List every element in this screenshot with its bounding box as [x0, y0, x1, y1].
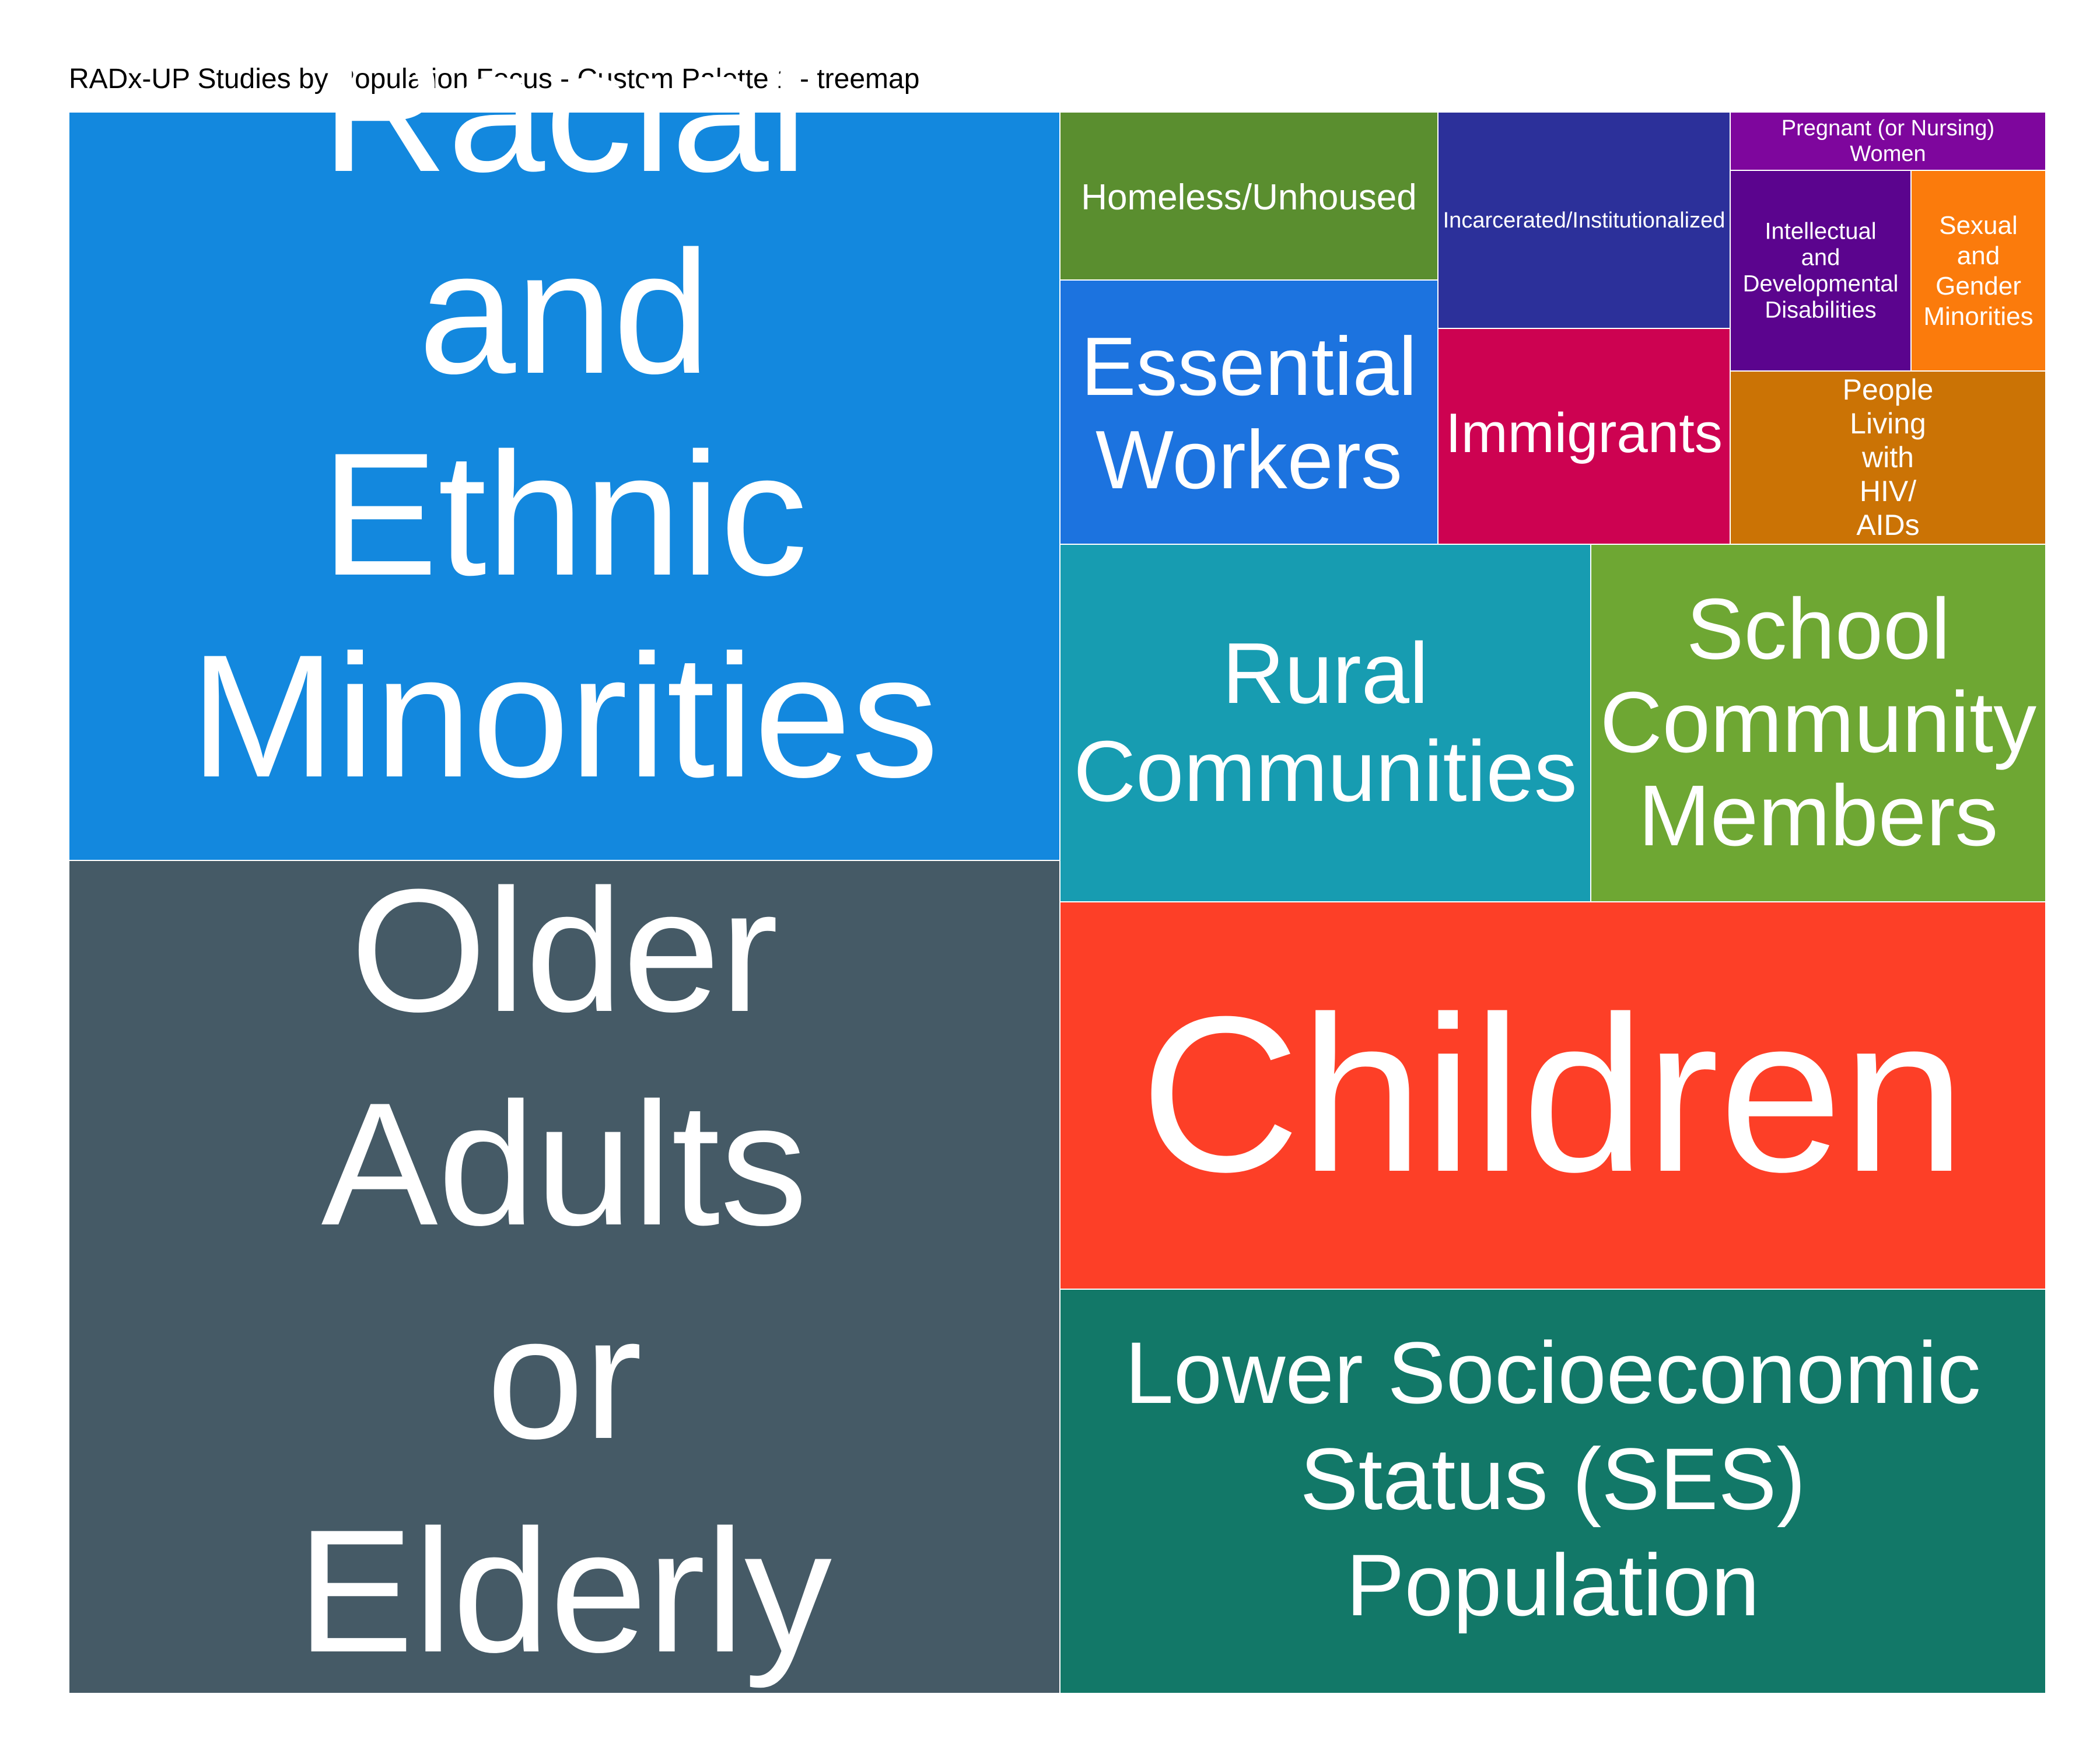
treemap-label-line: Ethnic — [321, 416, 808, 612]
treemap-label-line: Community — [1600, 674, 2036, 771]
treemap-label-line: and — [418, 214, 710, 410]
treemap-label-line: School — [1686, 581, 1951, 677]
treemap-rect-racial-and-ethnic-minorities[interactable] — [68, 111, 1060, 861]
treemap-cell-rural-communities[interactable]: Rural Communities — [1059, 544, 1591, 902]
treemap-label-line: Workers — [1096, 414, 1402, 506]
treemap-label-line: Homeless/Unhoused — [1081, 177, 1417, 218]
treemap-cell-homeless-unhoused[interactable]: Homeless/Unhoused — [1059, 111, 1438, 281]
treemap-cell-essential-workers[interactable]: Essential Workers — [1059, 279, 1438, 545]
treemap-label-people-living-with-hiv-aids: People Living with HIV/AIDs — [1843, 373, 1934, 541]
treemap-label-line: Women — [1850, 142, 1926, 166]
treemap-label-line: Minorities — [190, 618, 939, 814]
treemap-label-line: and — [1801, 245, 1840, 271]
treemap-label-line: Pregnant (or Nursing) — [1782, 116, 1994, 141]
treemap-label-line: Older — [351, 852, 779, 1048]
treemap-cell-immigrants[interactable]: Immigrants — [1437, 328, 1731, 545]
treemap-label-line: AIDs — [1856, 509, 1919, 541]
treemap-cell-people-living-with-hiv-aids[interactable]: People Living with HIV/AIDs — [1730, 370, 2046, 545]
treemap-rect-homeless-unhoused[interactable] — [1059, 111, 1438, 281]
treemap-cell-children[interactable]: Children — [1059, 901, 2046, 1290]
treemap-rect-incarcerated-institutionalized[interactable] — [1437, 111, 1731, 329]
treemap-rect-lower-socioeconomic-status-ses-population[interactable] — [1059, 1289, 2046, 1694]
treemap-label-line: Disabilities — [1765, 298, 1876, 323]
treemap-rect-children[interactable] — [1059, 901, 2046, 1290]
treemap-cell-school-community-members[interactable]: School Community Members — [1590, 544, 2046, 902]
treemap-label-racial-and-ethnic-minorities: Racial and Ethnic Minorities — [190, 12, 939, 814]
treemap-cell-sexual-and-gender-minorities[interactable]: Sexual and Gender Minorities — [1910, 170, 2046, 372]
treemap-cell-intellectual-and-developmental-disabilities[interactable]: Intellectual and Developmental Disabilities — [1730, 170, 1912, 372]
treemap-label-older-adults-or-elderly: Older Adults or Elderly — [297, 852, 832, 1690]
treemap-label-line: Minorities — [1923, 302, 2033, 331]
treemap-rect-people-living-with-hiv-aids[interactable] — [1730, 370, 2046, 545]
treemap-rect-pregnant-or-nursing-women[interactable] — [1730, 111, 2046, 171]
treemap-rect-sexual-and-gender-minorities[interactable] — [1910, 170, 2046, 372]
treemap-cell-racial-and-ethnic-minorities[interactable]: Racial and Ethnic Minorities — [68, 12, 1060, 861]
treemap-label-line: Gender — [1936, 272, 2021, 300]
treemap-label-pregnant-or-nursing-women: Pregnant (or Nursing) Women — [1782, 116, 1994, 166]
treemap-cell-older-adults-or-elderly[interactable]: Older Adults or Elderly — [68, 852, 1060, 1694]
treemap-label-sexual-and-gender-minorities: Sexual and Gender Minorities — [1923, 211, 2033, 331]
treemap-label-essential-workers: Essential Workers — [1081, 320, 1417, 506]
treemap-label-homeless-unhoused: Homeless/Unhoused — [1081, 177, 1417, 218]
treemap-label-line: and — [1957, 242, 2000, 270]
treemap-rect-intellectual-and-developmental-disabilities[interactable] — [1730, 170, 1912, 372]
treemap-label-line: Communities — [1073, 723, 1577, 820]
treemap-label-line: Status (SES) — [1300, 1430, 1806, 1528]
treemap-label-school-community-members: School Community Members — [1600, 581, 2036, 864]
treemap-rect-school-community-members[interactable] — [1590, 544, 2046, 902]
treemap-label-line: People — [1843, 373, 1934, 406]
treemap-label-lower-socioeconomic-status-ses-population: Lower Socioeconomic Status (SES) Populatio… — [1125, 1324, 1980, 1634]
treemap-label-line: Incarcerated/Institutionalized — [1443, 208, 1726, 233]
treemap-label-line: HIV/ — [1860, 475, 1916, 508]
treemap-cell-pregnant-or-nursing-women[interactable]: Pregnant (or Nursing) Women — [1730, 111, 2046, 171]
treemap-label-rural-communities: Rural Communities — [1073, 625, 1577, 820]
treemap-label-line: or — [487, 1279, 642, 1475]
treemap-rect-immigrants[interactable] — [1437, 328, 1731, 545]
treemap-label-line: Lower Socioeconomic — [1125, 1324, 1980, 1422]
treemap-label-line: Living — [1850, 407, 1926, 440]
treemap-label-line: Children — [1140, 970, 1965, 1218]
treemap-label-intellectual-and-developmental-disabilities: Intellectual and Developmental Disabilities — [1743, 219, 1899, 323]
treemap-label-line: Population — [1346, 1536, 1760, 1634]
treemap-label-line: Racial — [321, 12, 808, 208]
treemap-rect-rural-communities[interactable] — [1059, 544, 1591, 902]
treemap-label-line: Sexual — [1939, 211, 2018, 240]
treemap-label-line: Rural — [1222, 625, 1429, 722]
treemap-label-children: Children — [1140, 970, 1965, 1218]
treemap-label-line: Adults — [321, 1066, 808, 1262]
treemap-label-line: with — [1861, 441, 1914, 474]
treemap-rect-essential-workers[interactable] — [1059, 279, 1438, 545]
treemap-label-immigrants: Immigrants — [1446, 402, 1723, 464]
treemap-label-line: Essential — [1081, 320, 1417, 413]
treemap-label-line: Intellectual — [1765, 219, 1876, 244]
treemap-label-line: Immigrants — [1446, 402, 1723, 464]
treemap-label-line: Members — [1639, 768, 1999, 864]
treemap-cell-incarcerated-institutionalized[interactable]: Incarcerated/Institutionalized — [1437, 111, 1731, 329]
chart-title: RADx-UP Studies by Population Focus - Cu… — [69, 64, 920, 94]
treemap-label-incarcerated-institutionalized: Incarcerated/Institutionalized — [1443, 208, 1726, 233]
treemap-label-line: Elderly — [297, 1493, 832, 1690]
treemap-cell-lower-socioeconomic-status-ses-population[interactable]: Lower Socioeconomic Status (SES) Populatio… — [1059, 1289, 2046, 1694]
treemap-label-line: Developmental — [1743, 271, 1899, 297]
